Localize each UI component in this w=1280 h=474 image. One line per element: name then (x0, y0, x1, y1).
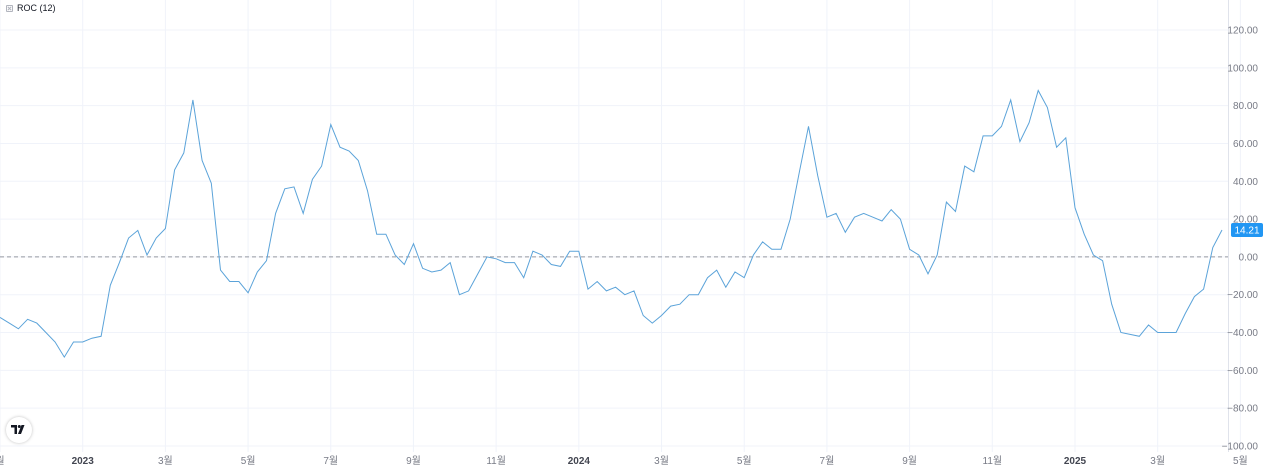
y-tick-label: 120.00 (1227, 26, 1258, 37)
indicator-legend[interactable]: ROC (12) (6, 3, 56, 13)
y-tick-label: −20.00 (1227, 290, 1258, 301)
last-value-badge-bg (1231, 223, 1263, 238)
last-value-badge: 14.21 (1231, 223, 1263, 238)
x-tick-label: 3월 (654, 455, 669, 467)
y-tick-label: −40.00 (1227, 328, 1258, 339)
roc-series-line (0, 89, 1223, 359)
x-tick-label: 5월 (737, 455, 752, 467)
y-tick-label: 40.00 (1233, 177, 1258, 188)
x-tick-label: 9월 (902, 455, 917, 467)
last-value-badge-text: 14.21 (1234, 226, 1259, 237)
x-tick-label: 9월 (406, 455, 421, 467)
x-tick-label: 월 (0, 455, 5, 467)
x-tick-label: 5월 (241, 455, 256, 467)
y-tick-label: −80.00 (1227, 404, 1258, 415)
x-tick-label: 11월 (983, 455, 1003, 467)
y-tick-label: 100.00 (1227, 63, 1258, 74)
x-tick-label: 7월 (323, 455, 338, 467)
x-axis-ticks[interactable]: 월 2023 3월 5월 7월 9월 11월 2024 3월 5월 7월 9월 11월 2025 3월 5월 (0, 455, 1248, 467)
x-tick-label: 2024 (568, 456, 591, 467)
x-tick-label: 7월 (820, 455, 835, 467)
y-tick-label: −60.00 (1227, 366, 1258, 377)
x-tick-label: 2023 (72, 456, 95, 467)
indicator-label: ROC (12) (17, 3, 56, 13)
x-tick-label: 2025 (1064, 456, 1087, 467)
y-tick-label: 80.00 (1233, 101, 1258, 112)
indicator-icon (6, 4, 13, 12)
y-axis-ticks[interactable]: 120.00 100.00 80.00 60.00 40.00 20.00 0.00 −20.… (1222, 26, 1259, 453)
y-tick-label: −100.00 (1222, 442, 1259, 453)
y-tick-label: 60.00 (1233, 139, 1258, 150)
tradingview-logo-icon[interactable] (6, 417, 32, 443)
tradingview-logo-glyph (11, 425, 25, 434)
x-tick-label: 5월 (1233, 455, 1248, 467)
x-tick-label: 3월 (158, 455, 173, 467)
y-tick-label: 0.00 (1239, 252, 1259, 263)
y-tick-label: 20.00 (1233, 215, 1258, 226)
x-tick-label: 11월 (486, 455, 506, 467)
grid-layer (0, 0, 1241, 452)
x-tick-label: 3월 (1150, 455, 1165, 467)
